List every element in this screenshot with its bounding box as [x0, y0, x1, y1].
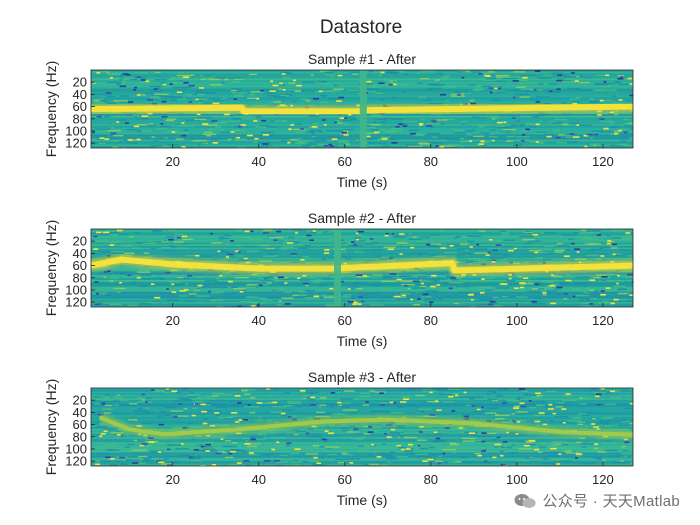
y-tick-label: 80 — [73, 270, 87, 285]
y-tick-label: 120 — [65, 295, 87, 310]
y-tick-label: 100 — [65, 282, 87, 297]
x-tick-label: 60 — [338, 154, 352, 169]
wechat-icon — [514, 493, 536, 508]
y-tick-label: 20 — [73, 234, 87, 249]
x-tick-label: 60 — [338, 313, 352, 328]
y-tick-label: 100 — [65, 123, 87, 138]
x-tick-label: 80 — [424, 472, 438, 487]
y-tick-label: 40 — [73, 87, 87, 102]
watermark: 公众号 · 天天Matlab — [514, 490, 680, 511]
x-tick-label: 20 — [165, 313, 179, 328]
spectrogram-image — [91, 229, 633, 307]
x-axis-label: Time (s) — [337, 333, 388, 349]
ridge-line — [91, 256, 633, 274]
y-tick-label: 40 — [73, 246, 87, 261]
x-tick-label: 120 — [592, 313, 614, 328]
y-axis-label: Frequency (Hz) — [43, 220, 59, 316]
x-axis-label: Time (s) — [337, 174, 388, 190]
x-tick-label: 80 — [424, 313, 438, 328]
signal-gap — [334, 229, 341, 307]
x-tick-label: 20 — [165, 472, 179, 487]
y-tick-label: 20 — [73, 393, 87, 408]
watermark-text: 公众号 · 天天Matlab — [542, 493, 680, 510]
subplot-title: Sample #2 - After — [308, 210, 417, 226]
axes-box — [90, 69, 634, 149]
x-tick-label: 100 — [506, 154, 528, 169]
subplot-title: Sample #3 - After — [308, 369, 417, 385]
y-tick-label: 60 — [73, 417, 87, 432]
y-tick-label: 100 — [65, 441, 87, 456]
axes-box — [90, 228, 634, 308]
x-tick-label: 40 — [252, 472, 266, 487]
x-tick-label: 40 — [252, 154, 266, 169]
x-tick-label: 100 — [506, 472, 528, 487]
figure-title: Datastore — [320, 17, 402, 38]
y-tick-label: 120 — [65, 454, 87, 469]
x-tick-label: 100 — [506, 313, 528, 328]
y-axis-label: Frequency (Hz) — [43, 61, 59, 157]
ridge-line — [98, 415, 633, 437]
x-tick-label: 120 — [592, 154, 614, 169]
y-tick-label: 60 — [73, 258, 87, 273]
y-tick-label: 20 — [73, 75, 87, 90]
signal-gap — [359, 70, 367, 148]
y-tick-label: 60 — [73, 99, 87, 114]
y-axis-label: Frequency (Hz) — [43, 379, 59, 475]
x-axis-label: Time (s) — [337, 492, 388, 508]
y-tick-label: 80 — [73, 429, 87, 444]
y-tick-label: 120 — [65, 136, 87, 151]
x-tick-label: 60 — [338, 472, 352, 487]
y-tick-label: 80 — [73, 111, 87, 126]
x-tick-label: 120 — [592, 472, 614, 487]
x-tick-label: 40 — [252, 313, 266, 328]
spectrogram-image — [91, 70, 633, 148]
spectrogram-image — [91, 388, 633, 466]
x-tick-label: 20 — [165, 154, 179, 169]
y-tick-label: 40 — [73, 405, 87, 420]
x-tick-label: 80 — [424, 154, 438, 169]
axes-box — [90, 387, 634, 467]
subplot-title: Sample #1 - After — [308, 51, 417, 67]
